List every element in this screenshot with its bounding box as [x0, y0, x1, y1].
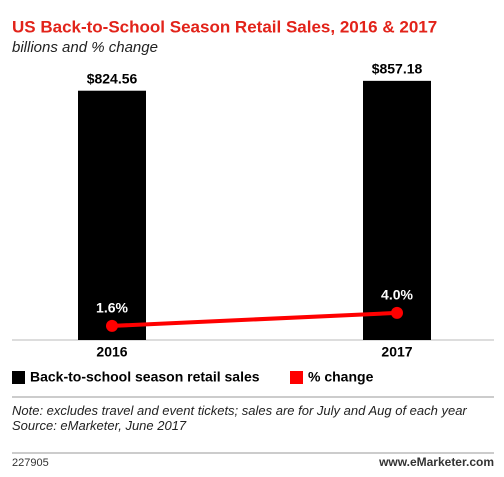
chart-subtitle: billions and % change — [12, 39, 158, 56]
bar — [78, 90, 146, 340]
x-tick-label: 2016 — [96, 344, 127, 360]
data-label: $824.56 — [87, 70, 138, 86]
legend-swatch — [290, 371, 303, 384]
data-label: $857.18 — [372, 61, 423, 77]
chart-title: US Back-to-School Season Retail Sales, 2… — [12, 17, 437, 36]
legend-label: Back-to-school season retail sales — [30, 369, 260, 385]
line-point — [106, 319, 118, 332]
line-point — [391, 306, 403, 319]
note: Note: excludes travel and event tickets;… — [12, 403, 496, 433]
legend-label: % change — [308, 369, 374, 385]
line — [111, 310, 398, 328]
note-text: Note: excludes travel and event tickets;… — [12, 403, 467, 418]
data-label: 1.6% — [96, 300, 128, 316]
bar — [363, 80, 431, 341]
legend-swatch — [12, 371, 25, 384]
data-label: 4.0% — [381, 287, 413, 303]
x-tick-label: 2017 — [381, 344, 412, 360]
source-text: Source: eMarketer, June 2017 — [12, 418, 187, 433]
site: www.eMarketer.com — [378, 455, 494, 469]
chart-id: 227905 — [12, 457, 49, 469]
